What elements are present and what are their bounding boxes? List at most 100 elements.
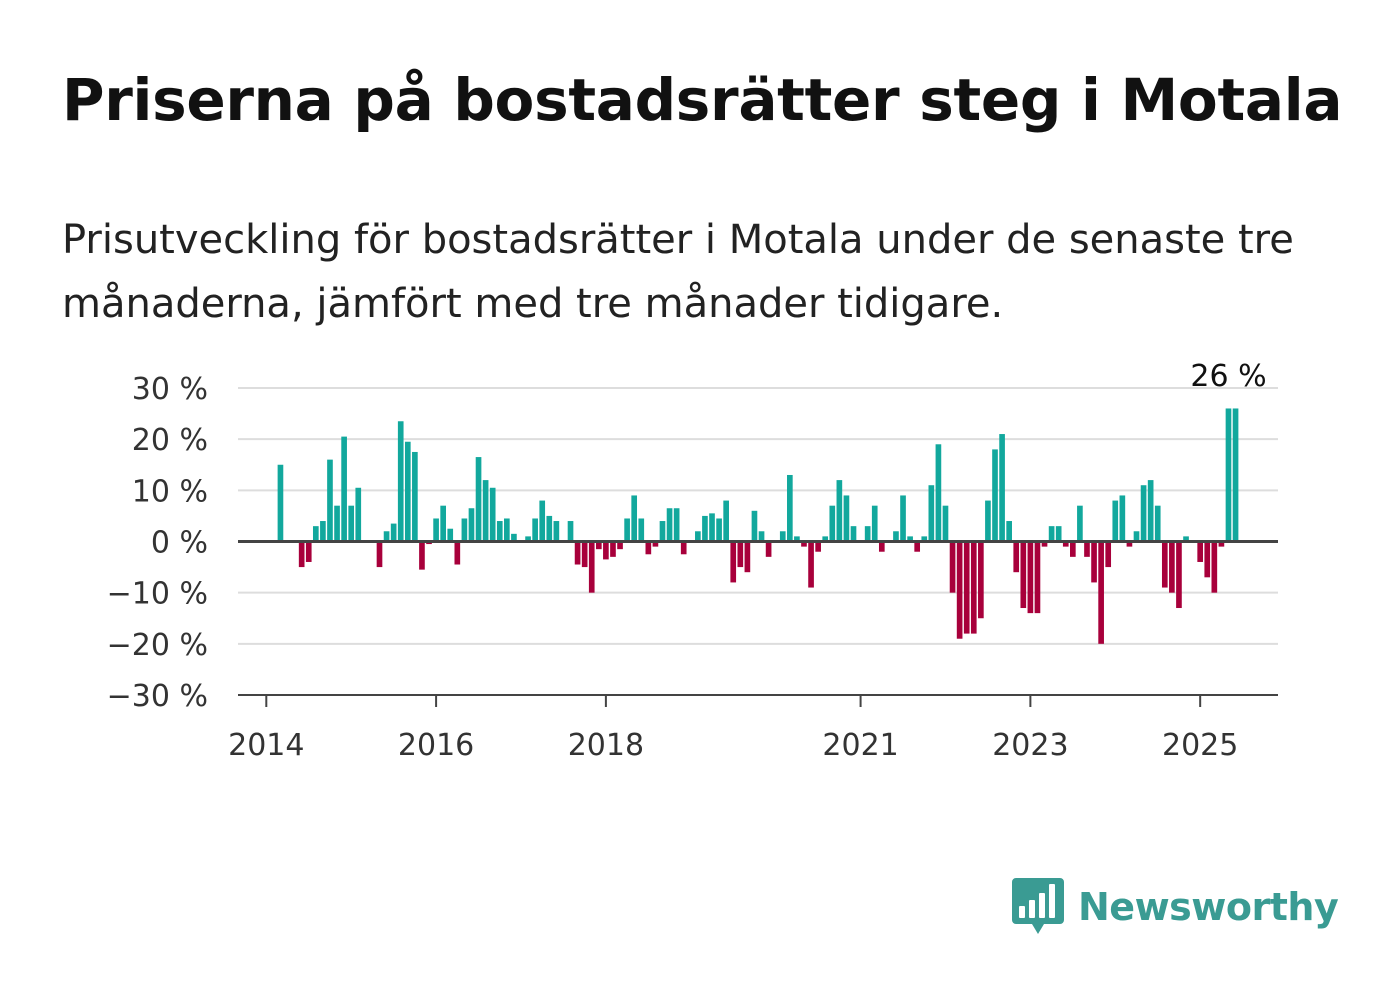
value-label: 26 % bbox=[1190, 359, 1266, 394]
bar bbox=[864, 526, 871, 542]
bar bbox=[1154, 505, 1161, 542]
bar bbox=[610, 541, 616, 557]
y-tick-label: 10 % bbox=[132, 474, 208, 509]
bar bbox=[985, 500, 991, 542]
bar bbox=[334, 505, 340, 542]
bar bbox=[702, 515, 708, 542]
y-tick-label: 30 % bbox=[132, 372, 208, 407]
bar bbox=[496, 521, 503, 542]
bar bbox=[744, 541, 751, 573]
bar bbox=[1204, 541, 1211, 578]
bar bbox=[935, 444, 942, 542]
bar bbox=[348, 505, 355, 542]
bar bbox=[433, 518, 439, 542]
bar bbox=[412, 451, 418, 542]
bar bbox=[1077, 505, 1083, 542]
bar bbox=[1027, 541, 1034, 614]
bar bbox=[638, 518, 645, 542]
bar bbox=[482, 480, 489, 542]
bar bbox=[617, 541, 623, 550]
y-tick-label: −20 % bbox=[107, 628, 208, 663]
bar bbox=[1133, 531, 1140, 542]
bar bbox=[645, 541, 652, 555]
bar bbox=[504, 518, 510, 542]
y-axis-tick-labels: 30 % 20 % 10 % 0 % −10 % −20 % −30 % bbox=[107, 372, 208, 714]
bar bbox=[730, 541, 737, 583]
y-tick-label: 20 % bbox=[132, 423, 208, 458]
bar bbox=[1070, 541, 1076, 557]
bar bbox=[1041, 541, 1048, 547]
newsworthy-brand: Newsworthy bbox=[1010, 876, 1339, 938]
x-tick-label: 2016 bbox=[398, 728, 474, 763]
bar bbox=[355, 487, 362, 542]
bar bbox=[1013, 541, 1020, 573]
bar bbox=[1048, 526, 1055, 542]
bar bbox=[574, 541, 581, 565]
bar bbox=[878, 541, 885, 552]
bar bbox=[992, 449, 998, 542]
bar bbox=[787, 474, 793, 542]
bar bbox=[525, 536, 531, 542]
bar bbox=[907, 536, 913, 542]
bar bbox=[850, 526, 857, 542]
axes bbox=[238, 540, 1278, 696]
bar bbox=[624, 518, 630, 542]
bar bbox=[1147, 480, 1154, 542]
bar bbox=[765, 541, 772, 557]
bar bbox=[956, 541, 963, 639]
bar bbox=[546, 515, 553, 542]
bar bbox=[928, 485, 935, 542]
brand-name: Newsworthy bbox=[1078, 885, 1339, 929]
bar bbox=[822, 536, 829, 542]
bar bbox=[397, 421, 404, 542]
bar bbox=[1112, 500, 1119, 542]
y-tick-label: −10 % bbox=[107, 577, 208, 612]
bar bbox=[298, 541, 305, 568]
bar bbox=[1062, 541, 1069, 547]
x-tick-label: 2018 bbox=[568, 728, 644, 763]
bar bbox=[1183, 536, 1189, 542]
grid-lines bbox=[238, 387, 1278, 645]
x-tick-label: 2023 bbox=[992, 728, 1068, 763]
bar bbox=[758, 531, 765, 542]
annotation: 26 % bbox=[1190, 359, 1266, 394]
bar bbox=[815, 541, 821, 552]
bar bbox=[461, 518, 468, 542]
bar bbox=[305, 541, 312, 562]
y-tick-label: 0 % bbox=[151, 526, 208, 561]
bar bbox=[475, 457, 482, 542]
bar bbox=[1211, 541, 1218, 593]
bar bbox=[779, 531, 786, 542]
bar bbox=[1169, 541, 1175, 593]
bar bbox=[751, 510, 758, 542]
bar bbox=[404, 441, 411, 542]
bar bbox=[1020, 541, 1027, 609]
bar bbox=[588, 541, 595, 593]
bar bbox=[963, 541, 970, 634]
bar bbox=[567, 521, 574, 542]
bar bbox=[383, 531, 390, 542]
bar bbox=[695, 531, 701, 542]
bar bbox=[1119, 495, 1126, 542]
bar bbox=[320, 521, 326, 542]
bar bbox=[949, 541, 956, 593]
bar bbox=[468, 508, 475, 542]
bar bbox=[1091, 541, 1097, 583]
bar bbox=[871, 505, 878, 542]
bar bbox=[603, 541, 609, 560]
bar bbox=[893, 531, 899, 542]
bar bbox=[843, 495, 850, 542]
bar bbox=[808, 541, 814, 588]
bar bbox=[440, 505, 446, 542]
bar bbox=[376, 541, 383, 568]
bar bbox=[511, 533, 517, 542]
bar bbox=[419, 541, 425, 570]
bar bbox=[327, 459, 333, 542]
bar bbox=[1055, 526, 1062, 542]
chart-title: Priserna på bostadsrätter steg i Motala bbox=[62, 66, 1343, 134]
bar bbox=[999, 434, 1005, 542]
chart-subtitle: Prisutveckling för bostadsrätter i Motal… bbox=[62, 217, 1294, 327]
bars bbox=[277, 408, 1239, 644]
x-tick-label: 2021 bbox=[822, 728, 898, 763]
